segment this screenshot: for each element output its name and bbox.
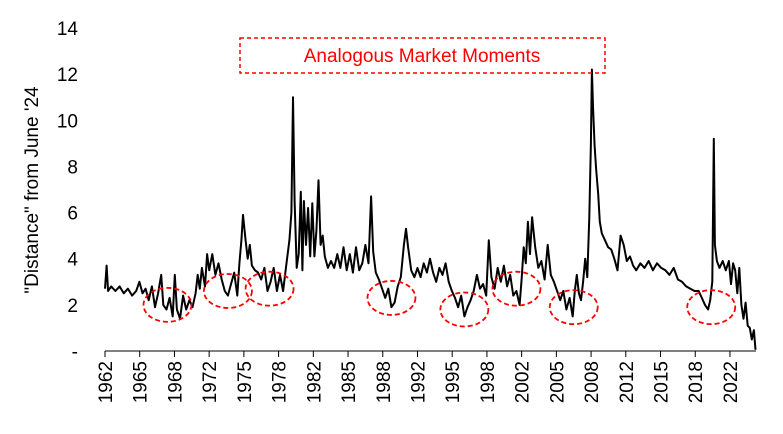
series-layer (104, 68, 757, 350)
x-tick-label: 2015 (652, 361, 673, 403)
x-tick-label: 2008 (582, 361, 603, 403)
x-tick-label: 2002 (513, 361, 534, 403)
y-axis-title-group: "Distance" from June '24 (22, 86, 43, 294)
x-tick-label: 2018 (686, 361, 707, 403)
highlight-ellipse (366, 280, 417, 316)
highlight-ellipse (142, 286, 193, 323)
x-axis-ticks: 1962 1965 1968 1972 1975 1978 1982 1985 1988 1992… (96, 351, 742, 403)
series-line (104, 68, 757, 350)
x-tick-label: 2012 (617, 361, 638, 403)
highlight-ellipse (686, 289, 737, 326)
x-tick-label: 1995 (443, 361, 464, 403)
y-tick-label: 2 (67, 296, 78, 317)
highlight-ellipse (491, 270, 542, 307)
y-tick-label: - (72, 342, 78, 363)
highlight-ellipse (244, 270, 295, 307)
y-tick-label: 8 (67, 157, 78, 178)
y-axis-title: "Distance" from June '24 (22, 86, 43, 294)
x-tick-label: 1985 (339, 361, 360, 403)
x-tick-label: 1998 (478, 361, 499, 403)
highlight-ellipse (548, 289, 599, 326)
x-tick-label: 1962 (96, 361, 117, 403)
y-tick-label: 14 (57, 19, 79, 40)
y-axis-ticks: - 2 4 6 8 10 12 14 (57, 19, 79, 363)
y-tick-label: 12 (57, 65, 78, 86)
y-tick-label: 10 (57, 111, 78, 132)
x-tick-label: 1978 (270, 361, 291, 403)
x-tick-label: 2005 (547, 361, 568, 403)
x-tick-label: 2022 (721, 361, 742, 403)
x-tick-label: 1968 (165, 361, 186, 403)
annotation-group: Analogous Market Moments (239, 37, 606, 74)
x-tick-label: 1982 (304, 361, 325, 403)
highlight-ellipse (439, 291, 490, 328)
y-tick-label: 6 (67, 204, 78, 225)
annotation-text: Analogous Market Moments (304, 46, 541, 67)
highlight-ellipses (142, 270, 737, 328)
y-tick-label: 4 (67, 250, 78, 271)
x-tick-label: 1965 (131, 361, 152, 403)
x-tick-label: 1972 (200, 361, 221, 403)
x-tick-label: 1988 (374, 361, 395, 403)
x-tick-label: 1992 (408, 361, 429, 403)
highlight-ellipse (203, 273, 253, 309)
x-tick-label: 1975 (235, 361, 256, 403)
annotation-box (239, 37, 606, 74)
